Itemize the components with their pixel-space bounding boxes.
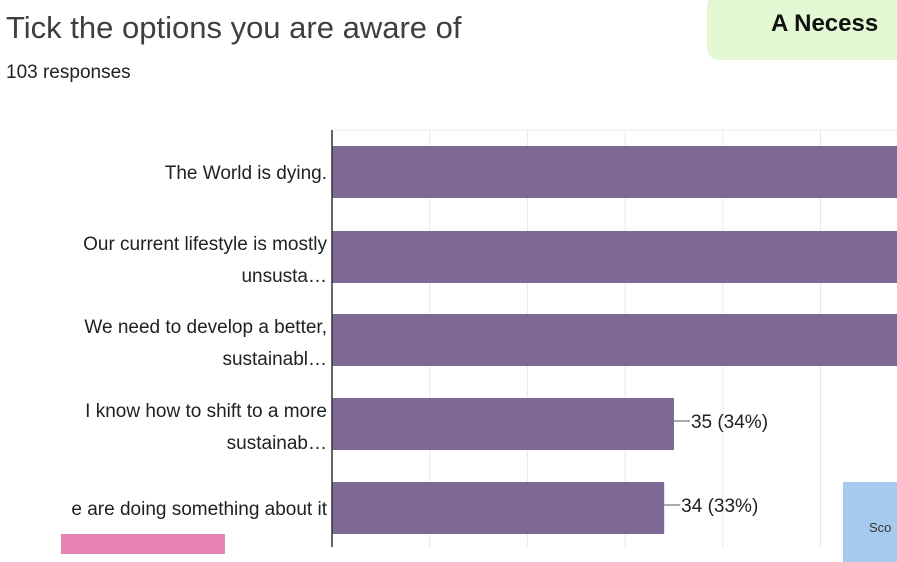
category-label: I know how to shift to a more sustainab… bbox=[85, 401, 327, 454]
category-label: e are doing something about it bbox=[71, 499, 327, 520]
side-card-title: A Necess bbox=[771, 10, 879, 37]
response-count: 103 responses bbox=[6, 62, 131, 83]
category-label: The World is dying. bbox=[165, 163, 327, 184]
category-label: We need to develop a better, sustainabl… bbox=[84, 317, 327, 370]
question-title: Tick the options you are aware of bbox=[6, 10, 462, 45]
blue-note-text: Sco bbox=[869, 520, 892, 535]
data-label: 35 (34%) bbox=[691, 412, 768, 433]
bar-chart: The World is dying. Our current lifestyle… bbox=[71, 129, 897, 547]
chart-bar[interactable] bbox=[332, 482, 665, 534]
chart-bar[interactable] bbox=[332, 146, 897, 198]
chart-bar[interactable] bbox=[332, 314, 897, 366]
chart-bar[interactable] bbox=[332, 231, 897, 283]
chart-bars bbox=[332, 146, 897, 534]
blue-sticky-note: Sco bbox=[843, 482, 897, 562]
pink-sticky-note bbox=[61, 534, 225, 554]
data-label: 34 (33%) bbox=[681, 496, 758, 517]
chart-data-labels: 35 (34%) 34 (33%) bbox=[664, 412, 768, 517]
side-card[interactable]: A Necess bbox=[707, 0, 897, 60]
chart-bar[interactable] bbox=[332, 398, 674, 450]
category-label: Our current lifestyle is mostly unsusta… bbox=[83, 234, 327, 287]
chart-category-labels: The World is dying. Our current lifestyle… bbox=[71, 163, 327, 520]
